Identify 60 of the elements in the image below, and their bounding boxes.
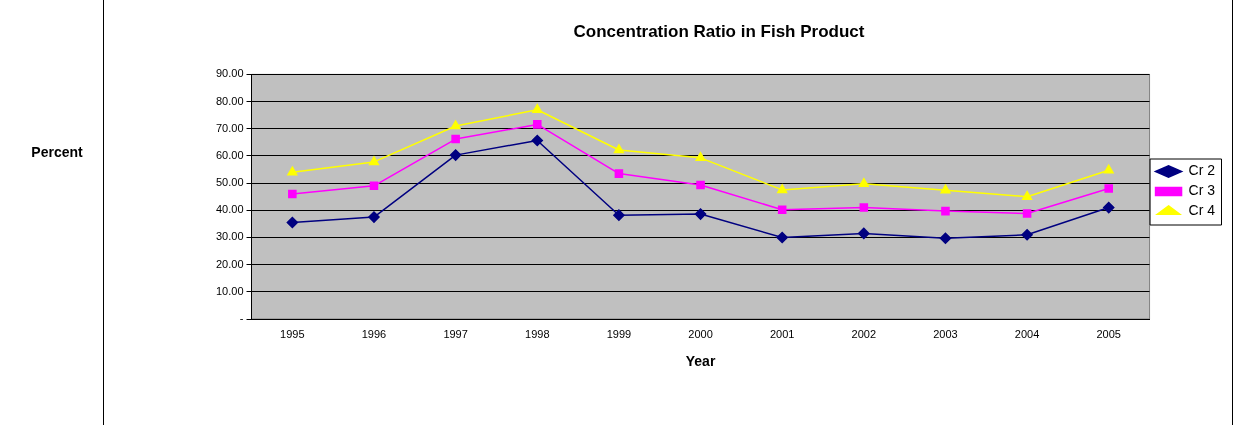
point: [858, 227, 870, 240]
point: [777, 184, 788, 194]
point: [287, 166, 298, 176]
point: [288, 189, 297, 199]
point: [941, 206, 950, 216]
point: [1021, 229, 1033, 241]
point: [859, 203, 869, 212]
x-tick-label: 2002: [851, 327, 877, 340]
x-tick-label: 1995: [280, 327, 305, 340]
point: [939, 232, 952, 245]
point: [286, 216, 299, 229]
x-tick-label: 1998: [525, 327, 550, 340]
y-tick-label: 80.00: [216, 94, 244, 107]
point: [368, 211, 380, 223]
x-tick-label: 1999: [606, 327, 632, 340]
point: [532, 103, 543, 113]
legend-label: Cr 2: [1188, 162, 1216, 179]
point: [1102, 201, 1115, 214]
y-tick-label: 30.00: [216, 230, 244, 243]
point: [776, 231, 788, 244]
y-tick-label: 40.00: [216, 203, 244, 216]
x-tick-label: 2004: [1014, 327, 1040, 340]
x-tick-label: 2003: [933, 327, 958, 340]
point: [695, 152, 706, 162]
x-tick-label: 2001: [769, 327, 795, 340]
chart-title: Concentration Ratio in Fish Product: [573, 21, 865, 41]
x-tick-label: 1997: [443, 327, 468, 340]
point: [1022, 190, 1033, 200]
point: [858, 177, 869, 187]
point: [532, 120, 542, 129]
point: [613, 209, 625, 221]
point: [1022, 209, 1032, 218]
point: [694, 208, 707, 220]
y-tick-label: 90.00: [216, 67, 244, 80]
point: [369, 181, 379, 191]
text: Percent: [31, 143, 84, 160]
point: [614, 169, 624, 178]
point: [449, 149, 462, 161]
y-tick-label: -: [239, 312, 244, 325]
y-tick-label: 70.00: [216, 121, 244, 134]
point: [450, 120, 461, 130]
y-tick-label: 20.00: [216, 257, 244, 270]
x-tick-label: 1996: [361, 327, 387, 340]
point: [1104, 184, 1114, 193]
x-tick-label: 2005: [1096, 327, 1121, 340]
point: [696, 180, 705, 190]
y-tick-label: 60.00: [216, 148, 244, 161]
legend-label: Cr 3: [1188, 182, 1216, 199]
point: [1103, 164, 1114, 174]
legend-label: Cr 4: [1188, 202, 1216, 219]
point: [613, 144, 624, 154]
x-tick-label: 2000: [688, 327, 713, 340]
point: [940, 184, 951, 194]
point: [531, 134, 544, 147]
y-tick-label: 50.00: [216, 176, 244, 189]
y-tick-label: 10.00: [216, 284, 244, 297]
point: [777, 205, 787, 215]
point: [368, 156, 380, 166]
x-axis-title: Year: [685, 353, 716, 370]
point: [451, 134, 460, 144]
